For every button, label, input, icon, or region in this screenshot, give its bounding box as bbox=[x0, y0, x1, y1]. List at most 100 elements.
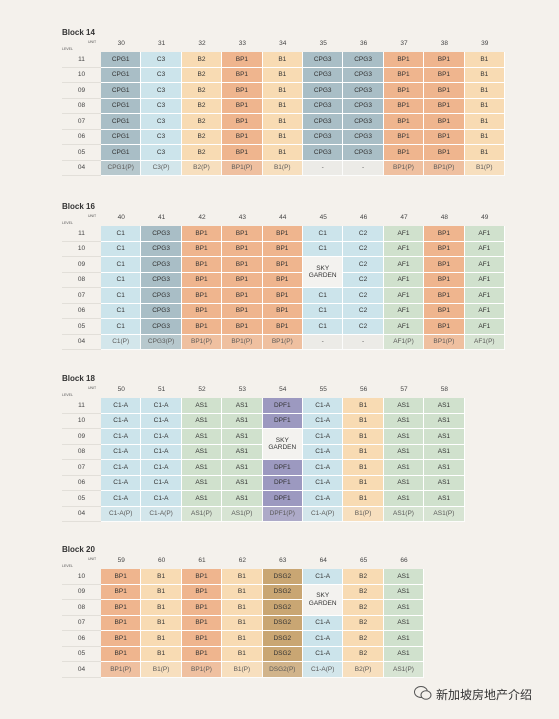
unit-cell: AS1(P) bbox=[181, 506, 223, 522]
unit-cell: AS1 bbox=[383, 413, 425, 429]
unit-cell: CPG3 bbox=[303, 114, 344, 130]
unit-number: 40 bbox=[117, 214, 125, 221]
unit-cell: C1 bbox=[303, 241, 344, 257]
unit-cell: C1(P) bbox=[101, 334, 142, 350]
unit-cell: C1 bbox=[101, 288, 142, 304]
level-number: 10 bbox=[62, 414, 101, 429]
unit-cell: C2 bbox=[343, 319, 384, 335]
unit-cell: C2 bbox=[343, 226, 384, 242]
unit-cell: B1 bbox=[262, 52, 303, 68]
unit-cell: CPG3 bbox=[343, 98, 384, 114]
level-label: LEVEL bbox=[62, 221, 73, 225]
level-number: 09 bbox=[62, 585, 101, 600]
unit-number: 36 bbox=[359, 40, 368, 47]
unit-number: 53 bbox=[238, 386, 246, 393]
unit-cell: AS1 bbox=[383, 600, 425, 616]
unit-cell: C1-A bbox=[141, 460, 182, 476]
unit-cell: AF1 bbox=[464, 288, 505, 304]
unit-cell: B1 bbox=[141, 615, 182, 631]
unit-cell: - bbox=[303, 334, 344, 350]
unit-cell: BP1 bbox=[181, 615, 223, 631]
unit-cell: AS1 bbox=[222, 491, 263, 507]
unit-cell: B2 bbox=[181, 114, 223, 130]
unit-cell: AS1 bbox=[383, 491, 425, 507]
unit-cell: BP1 bbox=[101, 615, 142, 631]
unit-cell: C1-A bbox=[101, 491, 142, 507]
unit-cell: AS1 bbox=[181, 398, 223, 414]
unit-cell: B1 bbox=[343, 491, 384, 507]
unit-cell: CPG1(P) bbox=[101, 160, 142, 176]
unit-cell: C1 bbox=[101, 319, 142, 335]
unit-cell: CPG3 bbox=[303, 98, 344, 114]
unit-cell: - bbox=[343, 334, 384, 350]
block-title: Block 18 bbox=[62, 374, 95, 383]
unit-cell: AS1 bbox=[222, 429, 263, 445]
level-number: 04 bbox=[62, 335, 101, 350]
unit-number: 56 bbox=[359, 386, 368, 393]
unit-cell: B1 bbox=[464, 98, 505, 114]
unit-cell: BP1(P) bbox=[181, 662, 223, 678]
unit-cell: CPG1 bbox=[101, 145, 142, 161]
unit-cell: C1-A(P) bbox=[141, 506, 182, 522]
unit-cell: AF1 bbox=[383, 272, 425, 288]
unit-cell: B1(P) bbox=[464, 160, 505, 176]
unit-number: 32 bbox=[198, 40, 206, 47]
unit-cell: AS1 bbox=[383, 475, 425, 491]
unit-cell: C1 bbox=[303, 288, 344, 304]
unit-cell: BP1 bbox=[262, 257, 303, 273]
unit-cell: B2 bbox=[181, 98, 223, 114]
unit-cell: AF1(P) bbox=[464, 334, 505, 350]
unit-cell: B2(P) bbox=[343, 662, 384, 678]
unit-cell: C1-A bbox=[141, 429, 182, 445]
unit-cell: AS1 bbox=[424, 460, 465, 476]
unit-cell: CPG1 bbox=[101, 114, 142, 130]
unit-cell: C1-A bbox=[141, 475, 182, 491]
unit-cell: CPG3 bbox=[343, 145, 384, 161]
unit-cell: AS1 bbox=[222, 460, 263, 476]
block-title: Block 16 bbox=[62, 202, 95, 211]
unit-cell: CPG3 bbox=[303, 145, 344, 161]
unit-cell: DSG2 bbox=[262, 584, 303, 600]
unit-cell: C1-A bbox=[303, 569, 344, 585]
unit-cell: B1 bbox=[343, 475, 384, 491]
unit-cell: C1 bbox=[101, 303, 142, 319]
unit-cell: CPG3 bbox=[343, 83, 384, 99]
unit-cell: CPG3 bbox=[141, 272, 182, 288]
unit-cell: CPG3 bbox=[343, 129, 384, 145]
unit-cell: BP1 bbox=[222, 67, 263, 83]
unit-cell: BP1 bbox=[181, 257, 223, 273]
unit-cell: CPG3 bbox=[141, 303, 182, 319]
unit-cell: BP1(P) bbox=[424, 334, 465, 350]
unit-cell: AS1 bbox=[424, 398, 465, 414]
unit-cell: B1 bbox=[222, 631, 263, 647]
unit-cell: C1-A(P) bbox=[303, 662, 344, 678]
level-number: 05 bbox=[62, 491, 101, 507]
unit-number: 63 bbox=[279, 557, 287, 564]
unit-cell: C2 bbox=[343, 303, 384, 319]
unit-cell: AS1 bbox=[383, 444, 425, 460]
unit-cell: C1-A bbox=[303, 460, 344, 476]
level-number: 07 bbox=[62, 616, 101, 631]
unit-cell: CPG3(P) bbox=[141, 334, 182, 350]
unit-cell: BP1 bbox=[424, 319, 465, 335]
unit-cell: B1(P) bbox=[262, 160, 303, 176]
unit-cell: AS1 bbox=[222, 398, 263, 414]
unit-cell: BP1 bbox=[222, 257, 263, 273]
unit-cell: BP1 bbox=[222, 52, 263, 68]
unit-cell: B2 bbox=[343, 600, 384, 616]
level-label: LEVEL bbox=[62, 564, 73, 568]
unit-cell: B2 bbox=[181, 83, 223, 99]
unit-cell: C1-A bbox=[101, 460, 142, 476]
unit-cell: C1-A bbox=[101, 475, 142, 491]
unit-label: UNIT bbox=[88, 40, 97, 44]
unit-number: 38 bbox=[440, 40, 448, 47]
unit-cell: C1 bbox=[101, 241, 142, 257]
unit-cell: C1-A bbox=[303, 444, 344, 460]
level-number: 10 bbox=[62, 68, 101, 83]
unit-cell: AF1 bbox=[383, 303, 425, 319]
unit-label: UNIT bbox=[88, 557, 97, 561]
unit-cell: C2 bbox=[343, 241, 384, 257]
level-number: 09 bbox=[62, 429, 101, 445]
unit-cell: B2 bbox=[343, 569, 384, 585]
